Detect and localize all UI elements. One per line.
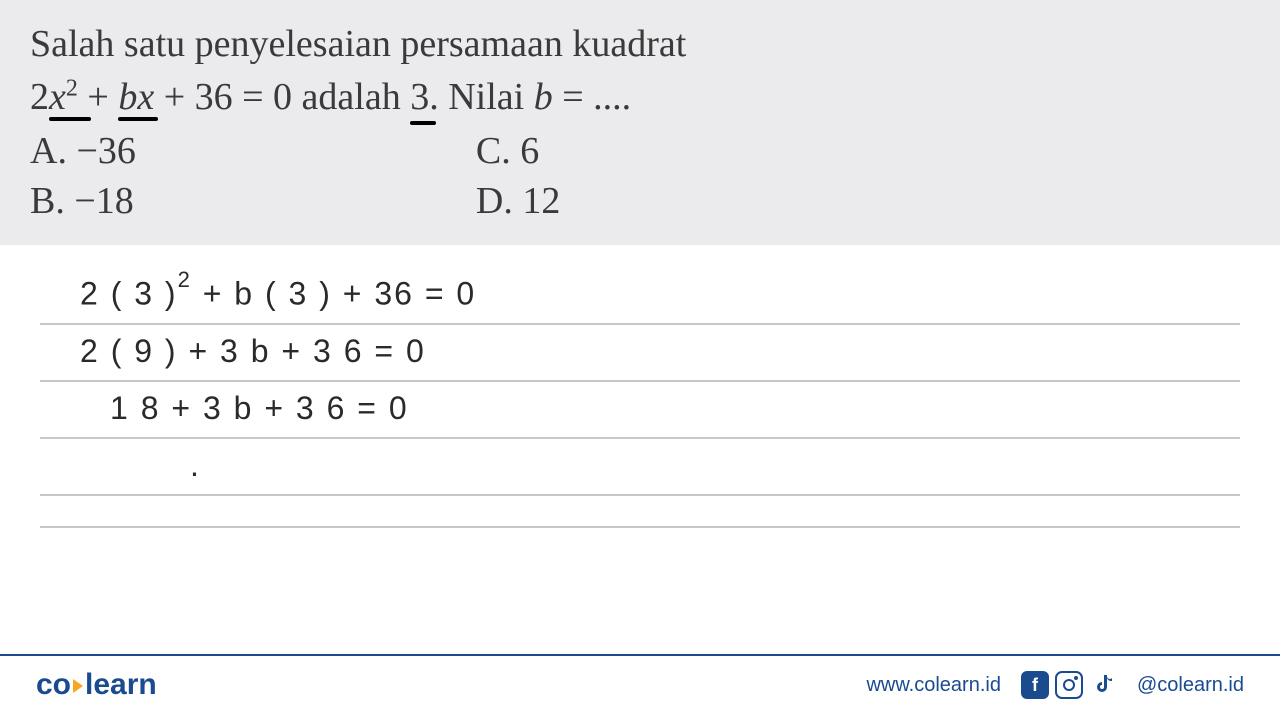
answer-c: C. 6	[476, 129, 560, 173]
eq-three-term: 3	[410, 75, 429, 119]
eq-plus1: +	[78, 76, 118, 118]
work-line-2: 2 ( 9 ) + 3 b + 3 6 = 0	[40, 325, 1240, 380]
work1b: + b ( 3 ) + 36 = 0	[192, 276, 476, 312]
eq-end: = ....	[553, 76, 631, 118]
social-icons: f	[1021, 671, 1117, 699]
website-link[interactable]: www.colearn.id	[866, 674, 1001, 697]
work1a: 2 ( 3 )	[80, 276, 178, 312]
underline-2	[118, 117, 158, 121]
answer-d: D. 12	[476, 179, 560, 223]
eq-bx-term: bx	[118, 75, 154, 119]
underline-3	[410, 121, 436, 125]
answer-col-right: C. 6 D. 12	[476, 129, 560, 223]
logo-triangle-icon	[73, 679, 83, 693]
eq-three: 3	[410, 76, 429, 118]
work-blank	[40, 496, 1240, 526]
eq-x2-term: x2	[49, 75, 78, 119]
eq-x1: x	[49, 76, 66, 118]
eq-sup: 2	[66, 76, 78, 102]
tiktok-svg	[1092, 673, 1114, 697]
eq-coef: 2	[30, 76, 49, 118]
work-line-1: 2 ( 3 )2 + b ( 3 ) + 36 = 0	[40, 265, 1240, 323]
logo-co: co	[36, 668, 71, 701]
eq-b: b	[118, 76, 137, 118]
instagram-icon[interactable]	[1055, 671, 1083, 699]
logo-learn: learn	[85, 668, 157, 701]
ig-inner-circle	[1063, 679, 1075, 691]
work-line-3: 1 8 + 3 b + 3 6 = 0	[40, 382, 1240, 437]
rule-5	[40, 526, 1240, 528]
answer-options: A. −36 B. −18 C. 6 D. 12	[30, 129, 1250, 223]
answer-col-left: A. −36 B. −18	[30, 129, 136, 223]
question-panel: Salah satu penyelesaian persamaan kuadra…	[0, 0, 1280, 245]
eq-bvar: b	[534, 76, 553, 118]
footer-right: www.colearn.id f @colearn.id	[866, 671, 1244, 699]
social-handle[interactable]: @colearn.id	[1137, 674, 1244, 697]
eq-suffix: . Nilai	[429, 76, 533, 118]
work1sup: 2	[178, 267, 192, 292]
footer: colearn www.colearn.id f @colearn.id	[0, 654, 1280, 720]
fb-letter: f	[1032, 675, 1038, 696]
eq-mid2: + 36 = 0 adalah	[154, 76, 410, 118]
equation-line: 2x2 + bx + 36 = 0 adalah 3. Nilai b = ..…	[30, 75, 1250, 119]
work-dot: .	[40, 439, 1240, 494]
tiktok-icon[interactable]	[1089, 671, 1117, 699]
logo: colearn	[36, 668, 157, 702]
eq-x2: x	[137, 76, 154, 118]
facebook-icon[interactable]: f	[1021, 671, 1049, 699]
work-area: 2 ( 3 )2 + b ( 3 ) + 36 = 0 2 ( 9 ) + 3 …	[0, 245, 1280, 548]
ig-dot	[1074, 676, 1078, 680]
question-line1: Salah satu penyelesaian persamaan kuadra…	[30, 18, 1250, 71]
underline-1	[49, 117, 91, 121]
answer-b: B. −18	[30, 179, 136, 223]
answer-a: A. −36	[30, 129, 136, 173]
